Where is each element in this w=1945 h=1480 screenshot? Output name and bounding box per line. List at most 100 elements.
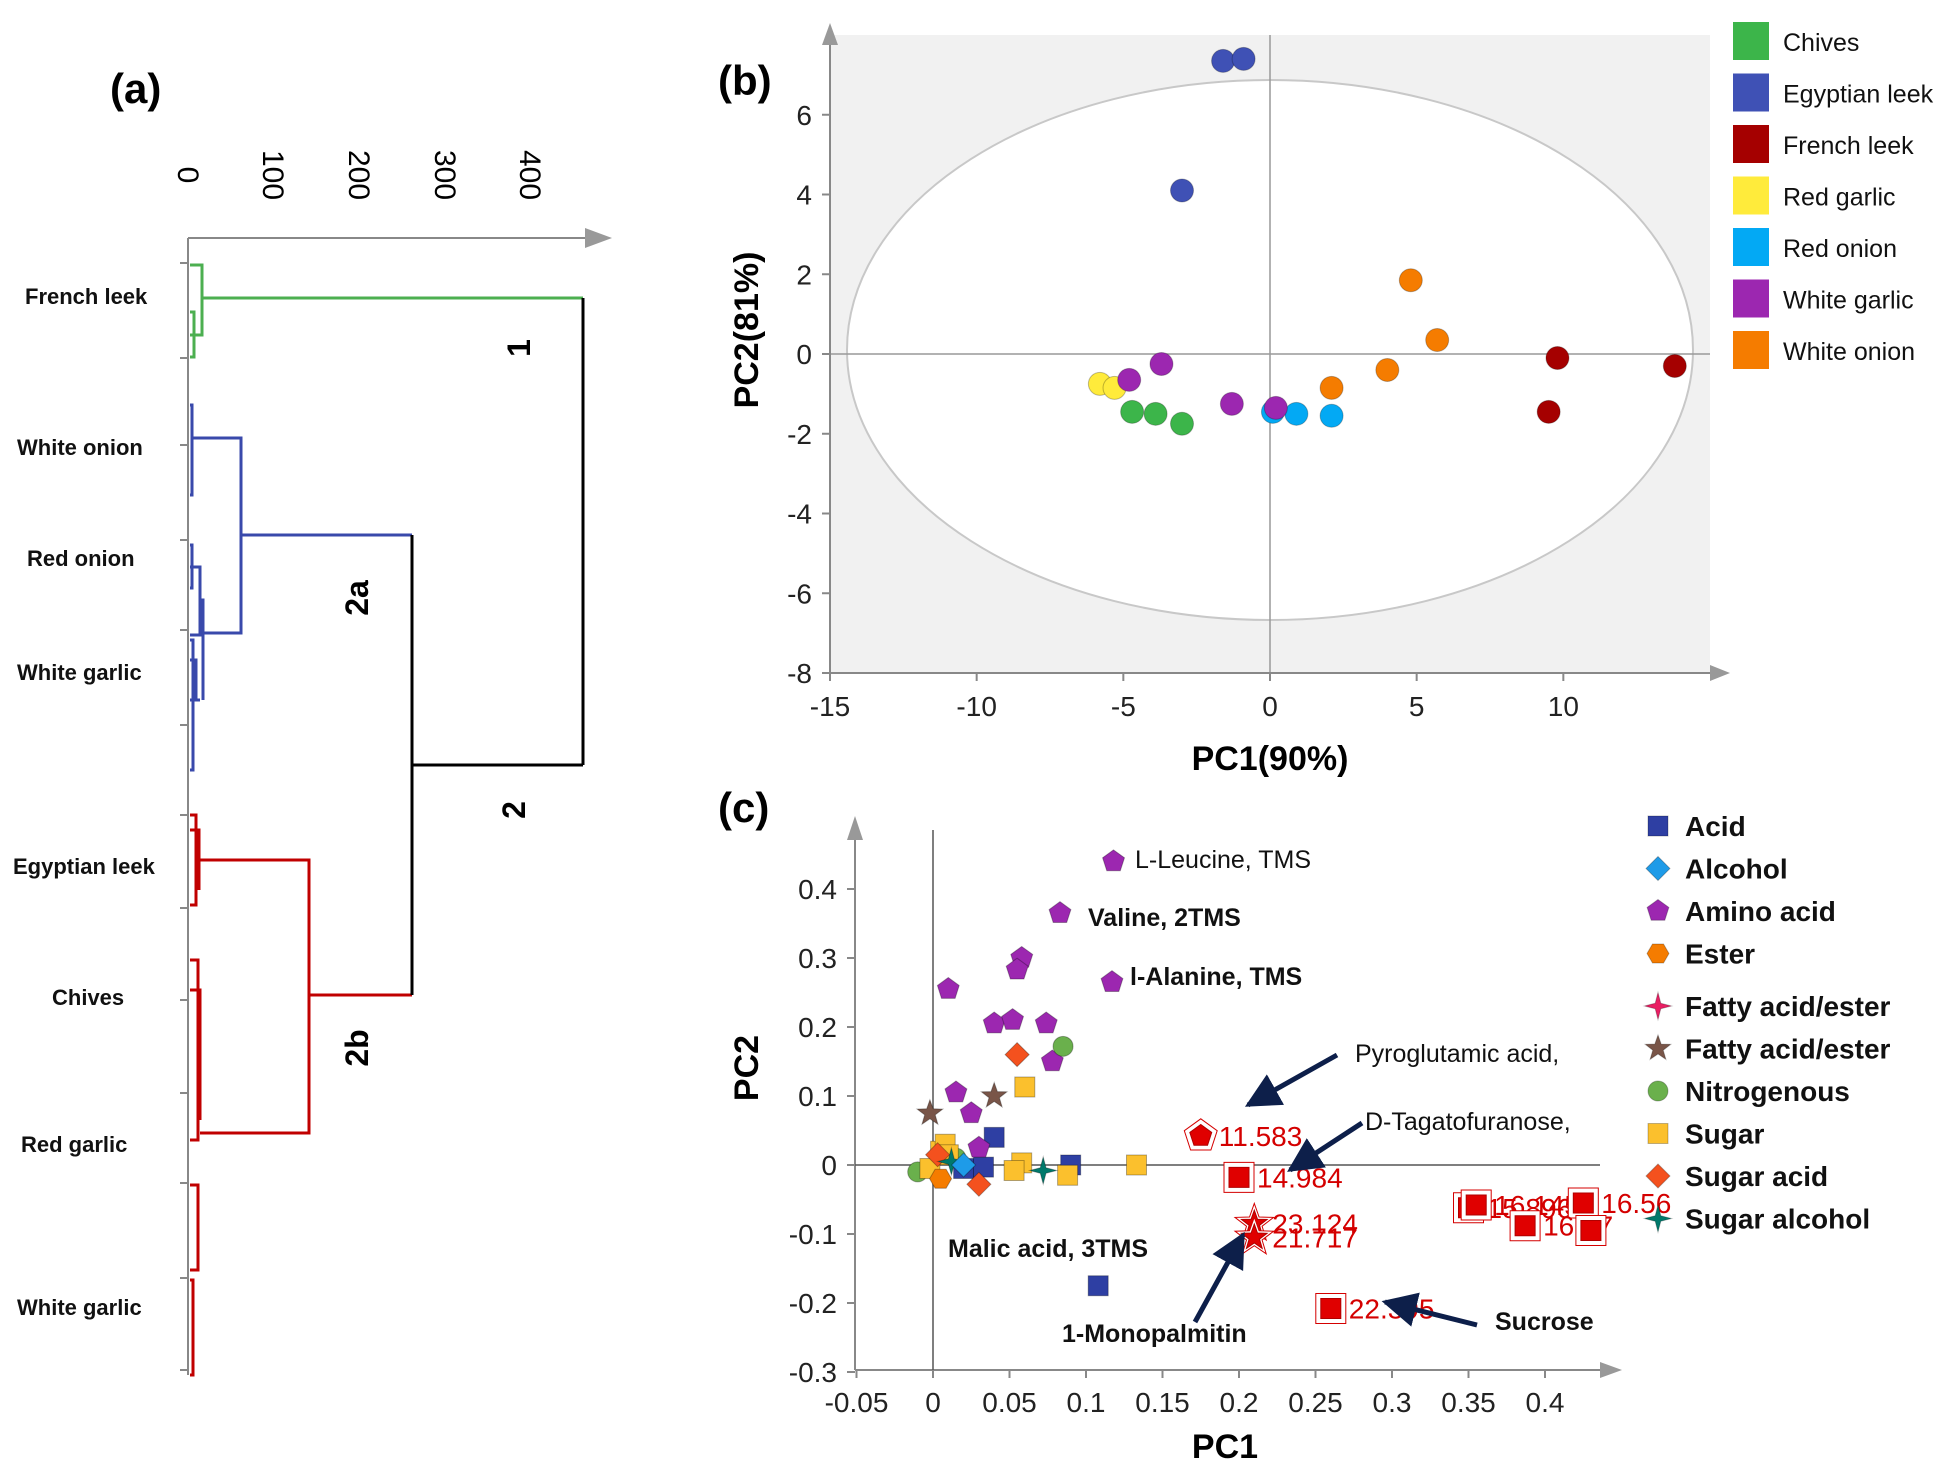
legend-swatch-french-leek [1733,125,1769,163]
loading-fatty-acid-ester [979,1080,1009,1109]
loading-alcohol [950,1152,977,1178]
legend-swatch-red-onion [1733,228,1769,266]
loadings-ytick-label: 0 [821,1150,837,1181]
legend-label-white-onion: White onion [1783,338,1915,366]
legend-swatch-egyptian-leek [1733,73,1769,112]
legend-marker-fatty-acid-ester [1643,1033,1673,1061]
legend-label-sugar-acid: Sugar acid [1685,1161,1828,1192]
highlight-marker [1465,1194,1487,1216]
scores-xtick-label: -5 [1111,691,1136,722]
loadings-highlighted-points: 11.58314.98423.12421.71722.39515.89616.1… [1183,1118,1671,1325]
point-white-onion [1375,357,1400,382]
dendrogram-panel: (a) 0 100 200 300 400 [13,65,612,1377]
point-chives [1143,401,1168,426]
loadings-ticks: -0.05 0 0.05 0.1 0.15 0.2 0.25 0.3 0.35 0.4 0.4 0.3… [789,874,1565,1418]
legend-label-amino-acid: Amino acid [1685,896,1836,927]
annot-pyroglutamic: Pyroglutamic acid, [1355,1040,1559,1068]
legend-marker-sugar-acid [1645,1163,1671,1189]
loading-sugar [1003,1160,1025,1181]
loadings-xtick-label: 0.35 [1441,1387,1496,1418]
legend-marker-acid [1647,815,1669,837]
annot-l-alanine: l-Alanine, TMS [1130,963,1302,991]
loading-nitrogenous [1052,1035,1074,1057]
legend-marker-ester [1646,943,1670,964]
leaf-french-leek: French leek [25,284,148,309]
annot-monopalmitin: 1-Monopalmitin [1062,1320,1247,1348]
loading-sugar-alcohol [1027,1155,1059,1186]
annot-malic-acid: Malic acid, 3TMS [948,1235,1148,1263]
arrow-tagatofuranose [1287,1120,1364,1173]
legend-swatch-white-garlic [1733,279,1769,318]
legend-marker-sugar [1647,1123,1669,1144]
loadings-xtick-label: 0.1 [1067,1387,1106,1418]
highlight-marker [1320,1298,1342,1319]
dendro-leaf-labels: French leek White onion Red onion White … [13,284,156,1320]
highlight-marker [1189,1123,1213,1146]
legend-marker-nitrogenous [1647,1080,1669,1102]
legend-label-chives: Chives [1783,29,1859,57]
point-white-garlic [1149,351,1174,376]
point-red-onion [1319,403,1344,428]
loading-sugar [1126,1154,1147,1176]
highlight-marker [1240,1222,1269,1250]
legend-label-fatty-acid-ester: Fatty acid/ester [1685,991,1891,1022]
scores-xlabel: PC1(90%) [1192,740,1349,778]
scores-ytick-label: -4 [787,499,812,530]
point-white-onion [1425,328,1450,353]
highlight-marker [1514,1215,1536,1237]
annot-valine: Valine, 2TMS [1088,904,1241,932]
loading-amino-acid [982,1011,1006,1034]
leaf-white-garlic-2: White garlic [17,1295,142,1320]
loadings-ytick-label: -0.2 [789,1288,837,1319]
loadings-xtick-label: 0.25 [1288,1387,1343,1418]
loadings-legend: Acid Alcohol Amino acid Ester Fatty acid/est… [1642,811,1891,1235]
legend-swatch-white-onion [1733,331,1769,369]
dendro-red-cluster [190,813,412,1377]
scores-ytick-label: -6 [787,578,812,609]
point-egyptian-leek [1170,178,1194,203]
leaf-red-onion: Red onion [27,546,135,571]
point-french-leek [1662,353,1687,378]
legend-label-nitrogenous: Nitrogenous [1685,1076,1850,1107]
loadings-panel: (c) -0.05 0 0.05 0.1 0.15 0.2 0.25 0.3 0.35 0.4 0.… [718,784,1891,1466]
scores-xtick-label: -15 [810,691,850,722]
dendro-blue-cluster [190,403,412,772]
loading-amino-acid [1034,1011,1058,1034]
point-white-onion [1319,375,1344,400]
legend-label-alcohol: Alcohol [1685,854,1788,885]
legend-label-acid: Acid [1685,811,1746,842]
scores-x-arrow [1710,665,1730,681]
loading-fatty-acid-ester [915,1098,945,1126]
highlight-marker [1580,1220,1602,1241]
annot-l-leucine: L-Leucine, TMS [1135,846,1311,874]
dendro-cluster-labels: 1 2 2a 2b [339,339,537,1067]
dendro-tick-300: 300 [428,150,461,200]
point-white-onion [1398,268,1423,293]
loading-acid [973,1156,994,1178]
dendro-black-links [410,298,585,995]
arrow-pyroglutamic [1244,1052,1339,1108]
loadings-ytick-label: 0.3 [798,943,837,974]
highlight-label-21-717: 21.717 [1272,1222,1358,1253]
loadings-ytick-label: 0.1 [798,1081,837,1112]
cluster-label-2b: 2b [339,1029,375,1066]
loading-amino-acid [936,976,960,999]
loadings-ytick-label: 0.2 [798,1012,837,1043]
loading-ester [929,1168,953,1189]
arrow-monopalmitin [1192,1231,1246,1324]
highlight-marker [1228,1166,1250,1188]
loadings-xlabel: PC1 [1192,1428,1258,1466]
scores-ytick-label: 4 [796,180,812,211]
loading-sugar-acid [966,1171,992,1198]
cluster-label-1: 1 [501,339,537,357]
point-french-leek [1545,345,1570,370]
annot-sucrose: Sucrose [1495,1308,1594,1336]
loading-amino-acid [967,1135,991,1158]
point-egyptian-leek [1231,46,1256,71]
loadings-xtick-label: -0.05 [825,1387,889,1418]
scores-xtick-label: 0 [1262,691,1278,722]
point-white-garlic [1219,391,1244,416]
leaf-red-garlic: Red garlic [21,1132,127,1157]
highlight-label-14-984: 14.984 [1257,1162,1343,1193]
